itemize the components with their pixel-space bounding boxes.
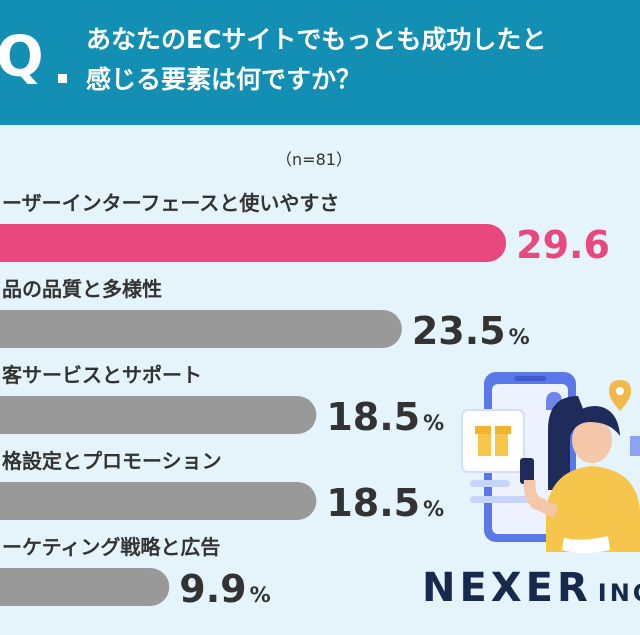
data-label: 18.5% <box>326 481 444 525</box>
bar <box>0 310 402 348</box>
question-header: Q あなたのECサイトでもっとも成功したと 感じる要素は何ですか？ <box>0 0 640 125</box>
bar <box>0 224 507 262</box>
data-label: 23.5% <box>412 309 530 353</box>
brand-name: NEXER <box>422 565 592 611</box>
location-pin-icon <box>609 380 631 411</box>
data-label: 9.9% <box>179 567 270 611</box>
brand-suffix: INC <box>597 579 640 607</box>
q-dot <box>58 74 67 83</box>
question-text: あなたのECサイトでもっとも成功したと 感じる要素は何ですか？ <box>86 25 547 94</box>
brand-logo: NEXERINC <box>422 565 640 611</box>
shopping-cart-icon <box>630 436 640 456</box>
bar-label: 客サービスとサポート <box>1 363 202 387</box>
woman-with-phone-illustration <box>520 396 640 553</box>
data-label: 29.6 <box>516 223 610 267</box>
bar-label: 格設定とプロモーション <box>2 449 222 473</box>
q-letter: Q <box>0 25 44 90</box>
bar-label: 品の品質と多様性 <box>2 277 162 301</box>
bar-label: ーケティング戦略と広告 <box>2 535 220 559</box>
bar <box>0 568 170 606</box>
gift-box-icon <box>475 426 511 456</box>
bar <box>0 482 317 520</box>
bar-label: ーザーインターフェースと使いやすさ <box>2 191 339 215</box>
data-label: 18.5% <box>326 395 444 439</box>
shop-phone-illustration <box>461 372 640 553</box>
bar <box>0 396 317 434</box>
sample-size-note: （n=81） <box>276 150 352 169</box>
